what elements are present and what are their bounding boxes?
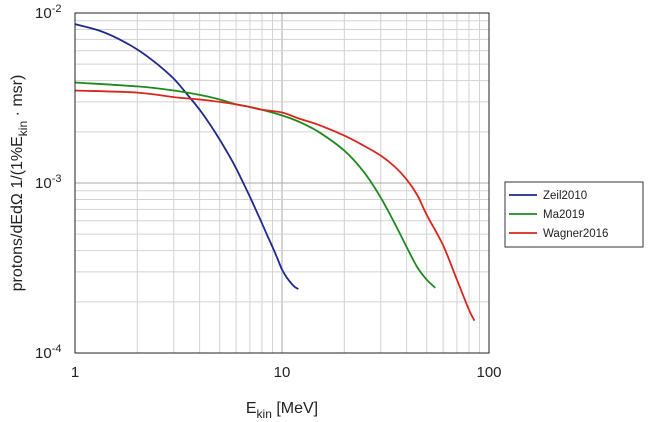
y-tick-label: 10-3 [35, 173, 61, 192]
legend-label-wagner2016: Wagner2016 [543, 228, 608, 240]
series-layer [74, 23, 476, 322]
legend-label-zeil2010: Zeil2010 [543, 190, 587, 202]
legend: Zeil2010 Ma2019 Wagner2016 [504, 181, 644, 248]
series-line-ma2019 [74, 81, 436, 289]
series-line-wagner2016 [74, 89, 476, 322]
grid [75, 13, 489, 353]
y-tick-label: 10-2 [35, 3, 61, 22]
x-tick-label: 100 [476, 364, 501, 381]
x-axis-title: Ekin [MeV] [246, 400, 318, 421]
series-line-zeil2010 [74, 23, 299, 290]
plot-frame [74, 12, 490, 354]
legend-label-ma2019: Ma2019 [543, 209, 585, 221]
x-tick-label: 10 [274, 364, 291, 381]
x-tick-label: 1 [71, 364, 79, 381]
ticks: 1 10 100 10-2 10-3 10-4 [35, 3, 502, 381]
y-tick-label: 10-4 [35, 343, 61, 362]
y-axis-title: protons/dEdΩ 1/(1%Ekin · msr) [9, 75, 30, 292]
